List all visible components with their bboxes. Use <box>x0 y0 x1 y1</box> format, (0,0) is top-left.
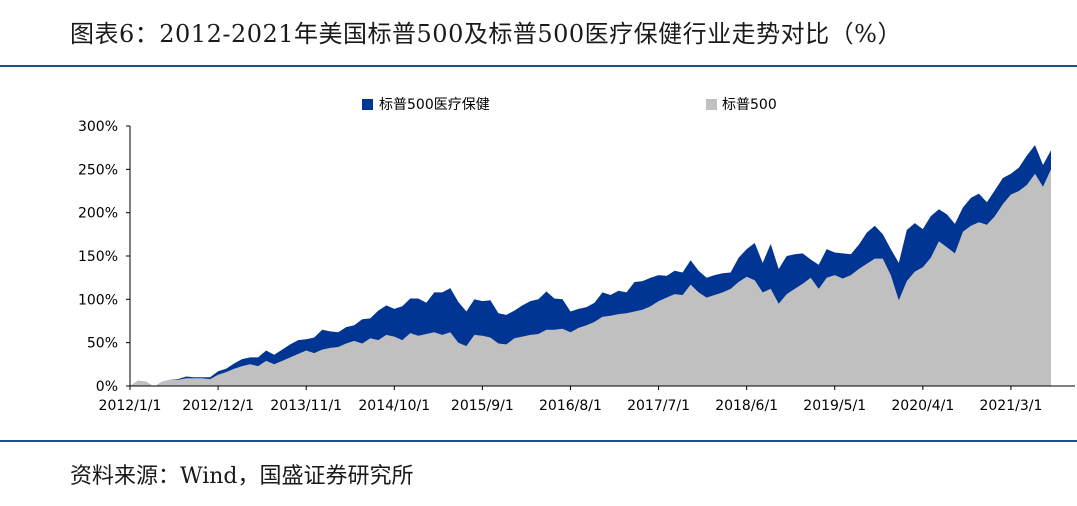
x-tick-label: 2012/12/1 <box>182 398 254 414</box>
page-title: 图表6：2012-2021年美国标普500及标普500医疗保健行业走势对比（%） <box>70 20 902 48</box>
source-divider <box>0 440 1077 442</box>
x-tick-label: 2012/1/1 <box>99 398 162 414</box>
x-tick-label: 2016/8/1 <box>539 398 602 414</box>
source-note: 资料来源：Wind，国盛证券研究所 <box>70 464 414 489</box>
x-tick-label: 2015/9/1 <box>451 398 514 414</box>
legend: 标普500医疗保健 标普500 <box>362 97 777 113</box>
x-tick-label: 2013/11/1 <box>270 398 342 414</box>
y-tick-label: 300% <box>78 119 118 135</box>
x-tick-label: 2019/5/1 <box>803 398 866 414</box>
y-tick-label: 50% <box>87 336 118 352</box>
legend-label-healthcare: 标普500医疗保健 <box>379 97 490 113</box>
x-tick-label: 2017/7/1 <box>627 398 690 414</box>
x-tick-label: 2018/6/1 <box>715 398 778 414</box>
area-series-sp500 <box>130 169 1051 387</box>
y-tick-label: 250% <box>78 162 118 178</box>
y-tick-label: 0% <box>96 379 118 395</box>
legend-swatch-healthcare <box>362 99 373 110</box>
x-tick-label: 2020/4/1 <box>891 398 954 414</box>
y-tick-label: 100% <box>78 292 118 308</box>
legend-label-sp500: 标普500 <box>722 97 777 113</box>
x-tick-label: 2021/3/1 <box>979 398 1042 414</box>
y-tick-label: 150% <box>78 249 118 265</box>
y-tick-label: 200% <box>78 206 118 222</box>
x-axis: 2012/1/1 2012/12/1 2013/11/1 2014/10/1 2015/… <box>99 385 1075 414</box>
y-axis: 0% 50% 100% 150% 200% 250% 300% <box>78 119 131 395</box>
title-divider <box>0 65 1077 67</box>
x-tick-label: 2014/10/1 <box>358 398 430 414</box>
area-chart: 标普500医疗保健 标普500 0% 50% 100% 150% 200% 250% 300… <box>78 97 1075 414</box>
legend-swatch-sp500 <box>706 99 717 110</box>
